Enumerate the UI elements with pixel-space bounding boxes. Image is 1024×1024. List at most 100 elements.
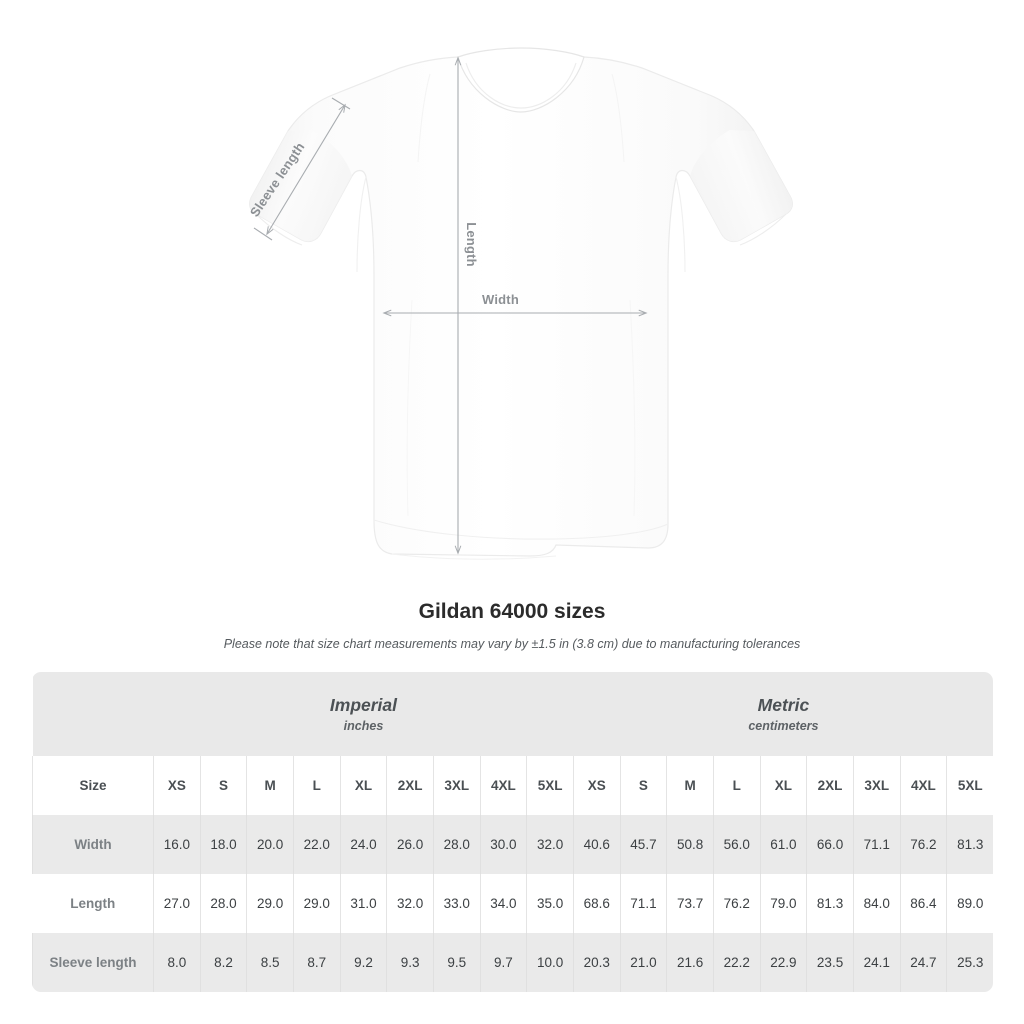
measurement-cell: 24.7 [899,933,947,992]
sleeve-length-dimension-arrow [253,97,351,241]
measurement-cell: 73.7 [666,874,714,933]
size-header-cell: S [619,756,667,815]
unit-group-subtitle: inches [343,718,384,733]
measurement-cell: 84.0 [852,874,901,933]
measurement-cell: 40.6 [572,815,621,874]
tshirt-diagram: Sleeve length Length Width [247,47,793,560]
measurement-cell: 30.0 [479,815,527,874]
measurement-cell: 71.1 [852,815,901,874]
measurement-cell: 76.2 [712,874,761,933]
measurement-cell: 35.0 [526,874,574,933]
measurement-cell: 20.0 [246,815,294,874]
measurement-cell: 29.0 [292,874,341,933]
measurement-cell: 56.0 [712,815,761,874]
measurement-cell: 9.2 [339,933,387,992]
row-label: Length [32,874,154,933]
unit-group-subtitle: centimeters [748,718,819,733]
row-label: Width [32,815,154,874]
measurement-cell: 25.3 [946,933,993,992]
width-label: Width [482,292,519,307]
title-block: Gildan 64000 sizes Please note that size… [0,598,1024,652]
unit-group-header-row: Imperial inches Metric centimeters [32,672,993,756]
measurement-cell: 22.2 [712,933,761,992]
measurement-cell: 34.0 [479,874,527,933]
measurement-cell: 89.0 [946,874,993,933]
size-header-cell: L [712,756,761,815]
measurement-cell: 22.0 [292,815,341,874]
measurement-cell: 9.5 [432,933,481,992]
size-header-cell: 3XL [432,756,481,815]
measurement-cell: 81.3 [946,815,993,874]
measurement-cell: 16.0 [153,815,201,874]
size-header-cell: 4XL [899,756,947,815]
table-row: Width 16.0 18.0 20.0 22.0 24.0 26.0 28.0 30.0 32.… [32,815,993,874]
measurement-cell: 23.5 [806,933,854,992]
unit-group-name: Imperial [329,694,398,715]
table-row: Length 27.0 28.0 29.0 29.0 31.0 32.0 33.0 34.0 35… [32,874,993,933]
measurement-cell: 79.0 [759,874,807,933]
size-header-cell: M [666,756,714,815]
measurement-cell: 9.3 [386,933,434,992]
size-header-cell: XS [153,756,201,815]
size-header-row: Size XS S M L XL 2XL 3XL 4XL 5XL XS S M L XL 2XL 3XL 4XL 5… [32,756,993,815]
measurement-cell: 9.7 [479,933,527,992]
measurement-cell: 24.1 [852,933,901,992]
page-title: Gildan 64000 sizes [418,600,606,623]
table-corner-spacer [32,672,154,756]
measurement-cell: 22.9 [759,933,807,992]
measurement-cell: 61.0 [759,815,807,874]
measurement-cell: 21.6 [666,933,714,992]
measurement-cell: 32.0 [386,874,434,933]
measurement-cell: 86.4 [899,874,947,933]
measurement-cell: 8.2 [199,933,247,992]
measurement-cell: 28.0 [432,815,481,874]
unit-group-header-imperial: Imperial inches [153,672,574,756]
size-column-header: Size [32,756,154,815]
unit-group-name: Metric [757,694,810,715]
tolerance-note: Please note that size chart measurements… [223,637,801,651]
measurement-cell: 8.0 [153,933,201,992]
measurement-cell: 24.0 [339,815,387,874]
size-header-cell: 5XL [526,756,574,815]
size-header-cell: XL [759,756,807,815]
measurement-cell: 71.1 [619,874,667,933]
row-label: Sleeve length [32,933,154,992]
measurement-cell: 68.6 [572,874,621,933]
measurement-cell: 27.0 [153,874,201,933]
size-header-cell: 5XL [946,756,993,815]
measurement-cell: 8.7 [292,933,341,992]
measurement-cell: 45.7 [619,815,667,874]
table-row: Sleeve length 8.0 8.2 8.5 8.7 9.2 9.3 9.5 9.7 10.… [32,933,993,992]
size-chart-table: Imperial inches Metric centimeters Size XS S M… [32,672,993,992]
measurement-cell: 32.0 [526,815,574,874]
measurement-cell: 18.0 [199,815,247,874]
size-header-cell: 2XL [386,756,434,815]
measurement-cell: 21.0 [619,933,667,992]
size-header-cell: M [246,756,294,815]
size-chart-body: Width 16.0 18.0 20.0 22.0 24.0 26.0 28.0 30.0 32.… [32,815,993,992]
measurement-cell: 50.8 [666,815,714,874]
measurement-cell: 31.0 [339,874,387,933]
measurement-cell: 26.0 [386,815,434,874]
size-header-cell: 3XL [852,756,901,815]
measurement-cell: 66.0 [806,815,854,874]
measurement-cell: 29.0 [246,874,294,933]
size-header-cell: S [199,756,247,815]
measurement-cell: 33.0 [432,874,481,933]
size-header-cell: XS [572,756,621,815]
tshirt-shape [249,47,793,560]
size-header-cell: 4XL [479,756,527,815]
tshirt-illustration [249,47,793,560]
measurement-cell: 10.0 [526,933,574,992]
measurement-cell: 76.2 [899,815,947,874]
measurement-cell: 28.0 [199,874,247,933]
measurement-cell: 81.3 [806,874,854,933]
unit-group-header-metric: Metric centimeters [573,672,993,756]
measurement-cell: 8.5 [246,933,294,992]
size-header-cell: L [292,756,341,815]
size-header-cell: 2XL [806,756,854,815]
length-label: Length [463,222,479,267]
size-chart-table-container: Imperial inches Metric centimeters Size XS S M… [32,672,993,992]
measurement-cell: 20.3 [572,933,621,992]
size-header-cell: XL [339,756,387,815]
